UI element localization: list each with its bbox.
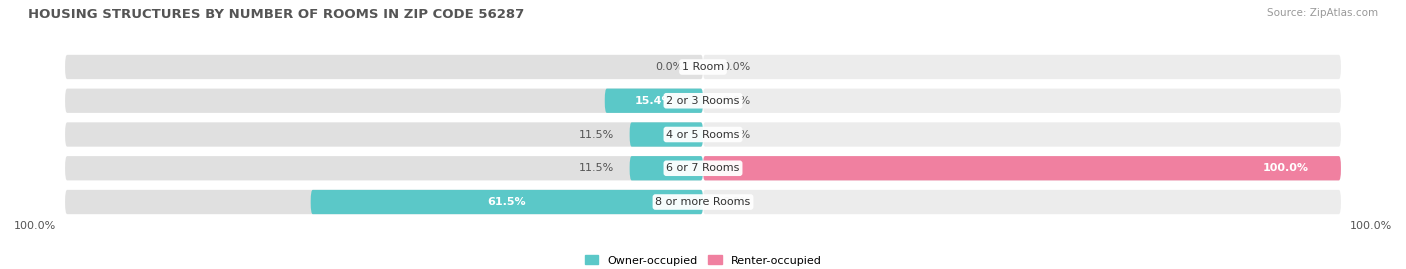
Text: 0.0%: 0.0%	[723, 197, 751, 207]
FancyBboxPatch shape	[630, 156, 703, 180]
Text: 0.0%: 0.0%	[655, 62, 683, 72]
FancyBboxPatch shape	[630, 122, 703, 147]
FancyBboxPatch shape	[703, 89, 1341, 113]
FancyBboxPatch shape	[65, 89, 703, 113]
FancyBboxPatch shape	[703, 156, 1341, 180]
Text: 1 Room: 1 Room	[682, 62, 724, 72]
FancyBboxPatch shape	[65, 55, 703, 79]
Text: 100.0%: 100.0%	[14, 221, 56, 231]
Text: Source: ZipAtlas.com: Source: ZipAtlas.com	[1267, 8, 1378, 18]
FancyBboxPatch shape	[703, 190, 1341, 214]
FancyBboxPatch shape	[703, 122, 1341, 147]
Text: 61.5%: 61.5%	[488, 197, 526, 207]
Text: 8 or more Rooms: 8 or more Rooms	[655, 197, 751, 207]
Text: 11.5%: 11.5%	[578, 163, 613, 173]
Text: 100.0%: 100.0%	[1350, 221, 1392, 231]
FancyBboxPatch shape	[703, 55, 1341, 79]
Text: 4 or 5 Rooms: 4 or 5 Rooms	[666, 129, 740, 140]
FancyBboxPatch shape	[311, 190, 703, 214]
Text: 0.0%: 0.0%	[723, 62, 751, 72]
FancyBboxPatch shape	[605, 89, 703, 113]
Text: 0.0%: 0.0%	[723, 129, 751, 140]
FancyBboxPatch shape	[65, 156, 703, 180]
Text: 15.4%: 15.4%	[634, 96, 673, 106]
FancyBboxPatch shape	[65, 122, 703, 147]
Legend: Owner-occupied, Renter-occupied: Owner-occupied, Renter-occupied	[581, 251, 825, 269]
Text: 6 or 7 Rooms: 6 or 7 Rooms	[666, 163, 740, 173]
FancyBboxPatch shape	[703, 156, 1341, 180]
Text: 100.0%: 100.0%	[1263, 163, 1309, 173]
Text: 11.5%: 11.5%	[578, 129, 613, 140]
Text: 0.0%: 0.0%	[723, 96, 751, 106]
Text: HOUSING STRUCTURES BY NUMBER OF ROOMS IN ZIP CODE 56287: HOUSING STRUCTURES BY NUMBER OF ROOMS IN…	[28, 8, 524, 21]
Text: 2 or 3 Rooms: 2 or 3 Rooms	[666, 96, 740, 106]
FancyBboxPatch shape	[65, 190, 703, 214]
